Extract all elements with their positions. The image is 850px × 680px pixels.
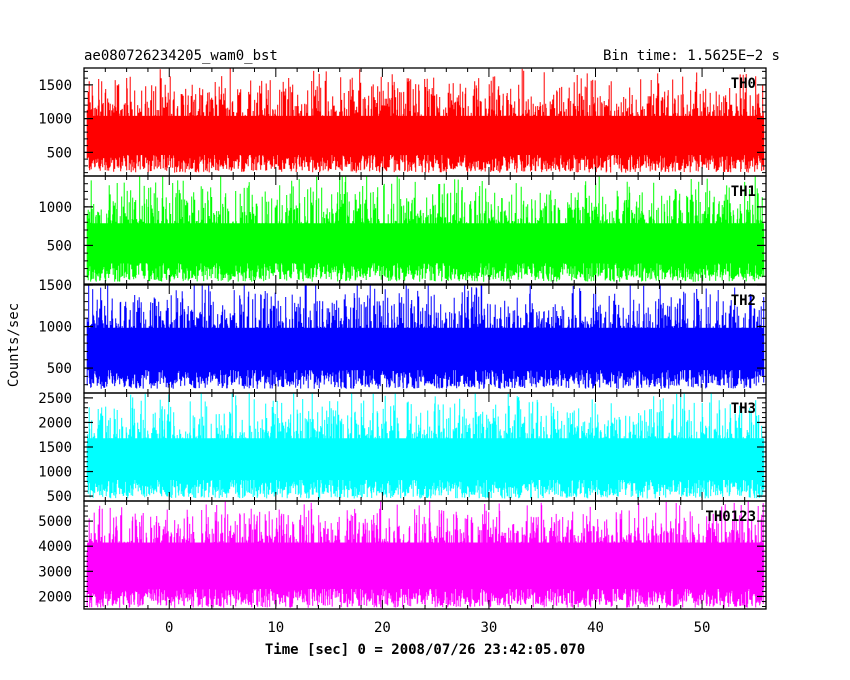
x-tick-label: 50	[694, 620, 711, 636]
series-line-th0	[86, 68, 765, 173]
y-tick-label: 500	[47, 145, 72, 161]
y-tick-label: 1000	[38, 200, 72, 216]
panel-label: TH2	[731, 293, 756, 309]
y-tick-label: 3000	[38, 564, 72, 580]
series-line-th3	[86, 393, 765, 499]
y-axis-label: Counts/sec	[6, 303, 22, 387]
x-tick-label: 40	[587, 620, 604, 636]
x-tick-label: 20	[374, 620, 391, 636]
x-tick-label: 0	[165, 620, 173, 636]
panel-th0: 500 1000 1500 TH0	[38, 67, 767, 177]
panel-label: TH0	[731, 76, 756, 92]
chart-title: ae080726234205_wam0_bst	[84, 48, 278, 64]
y-tick-label: 500	[47, 238, 72, 254]
y-tick-label: 4000	[38, 539, 72, 555]
series-line-th1	[86, 176, 765, 282]
y-tick-label: 1000	[38, 112, 72, 128]
x-axis-label: Time [sec] 0 = 2008/07/26 23:42:05.070	[265, 642, 585, 658]
y-tick-label: 1000	[38, 320, 72, 336]
panel-th3: 500 1000 1500 2000 2500 TH3	[38, 391, 767, 505]
x-tick-label: 10	[267, 620, 284, 636]
y-tick-label: 1500	[38, 440, 72, 456]
panel-th1: 500 1000 TH1	[38, 175, 767, 285]
x-tick-label: 30	[481, 620, 498, 636]
y-tick-label: 5000	[38, 514, 72, 530]
bin-time-label: Bin time: 1.5625E−2 s	[603, 48, 780, 64]
panel-label: TH1	[731, 184, 756, 200]
panel-th2: 500 1000 1500 TH2	[38, 278, 767, 394]
series-line-th2	[86, 285, 765, 389]
y-tick-label: 2000	[38, 589, 72, 605]
y-tick-label: 2000	[38, 415, 72, 431]
y-tick-label: 1500	[38, 78, 72, 94]
panel-th0123: 2000 3000 4000 5000 TH0123	[38, 500, 767, 610]
y-tick-label: 500	[47, 489, 72, 505]
series-line-th0123	[86, 501, 765, 608]
y-tick-label: 1500	[38, 278, 72, 294]
panel-label: TH0123	[705, 509, 756, 525]
y-tick-label: 1000	[38, 465, 72, 481]
panel-label: TH3	[731, 401, 756, 417]
y-tick-label: 2500	[38, 391, 72, 407]
y-tick-label: 500	[47, 361, 72, 377]
